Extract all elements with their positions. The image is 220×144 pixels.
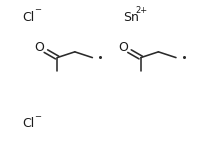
Text: Cl: Cl — [22, 117, 34, 130]
Text: −: − — [34, 112, 41, 121]
Text: O: O — [118, 41, 128, 54]
Text: 2+: 2+ — [136, 6, 148, 15]
Text: Sn: Sn — [123, 11, 139, 24]
Text: −: − — [34, 6, 41, 15]
Text: Cl: Cl — [22, 11, 34, 24]
Text: O: O — [35, 41, 44, 54]
